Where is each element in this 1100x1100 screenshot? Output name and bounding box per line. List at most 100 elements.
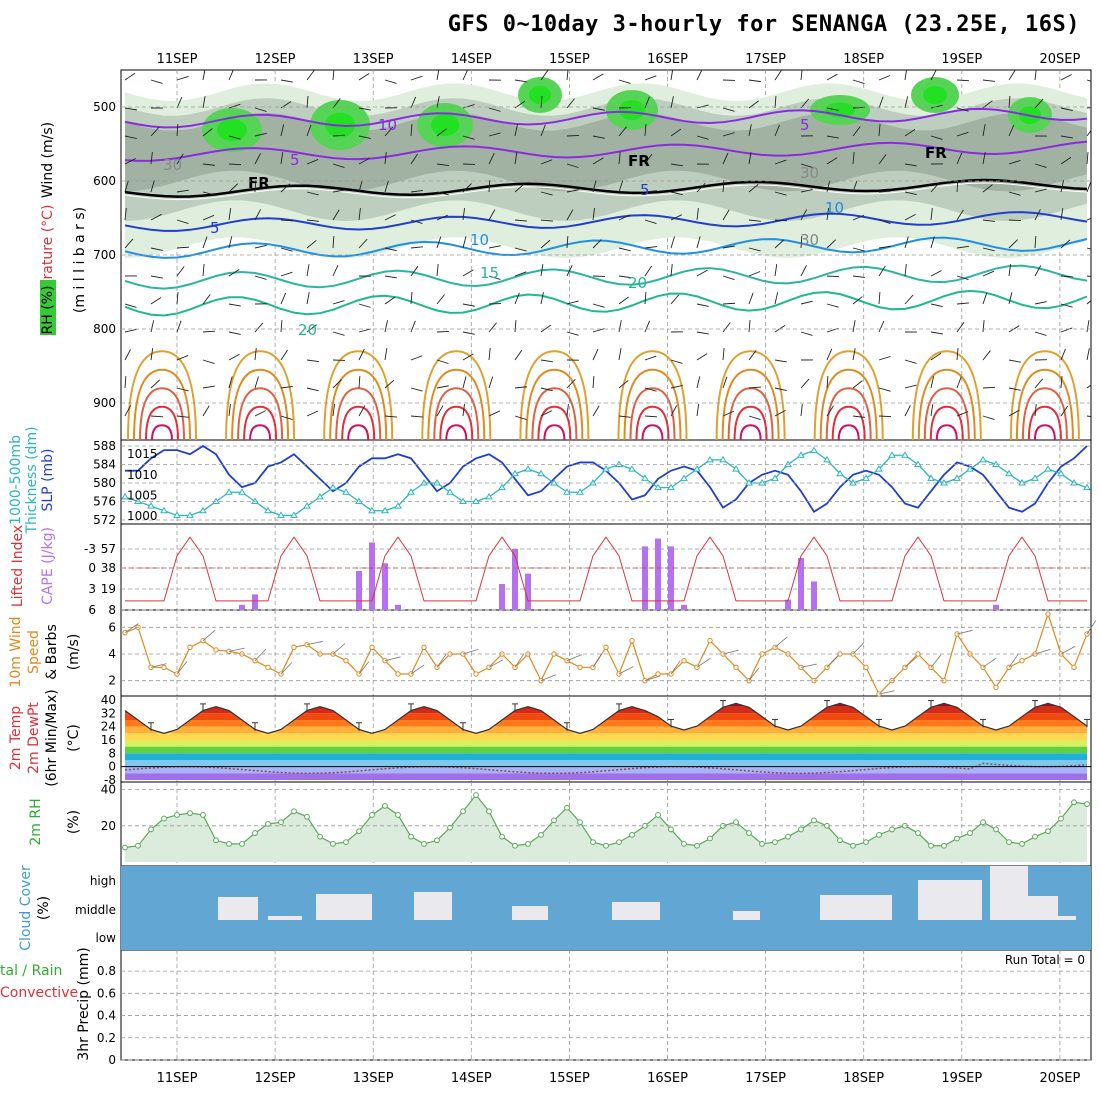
thickness-marker — [147, 502, 155, 509]
wind-barb — [150, 348, 154, 361]
wind-barb — [1060, 348, 1066, 361]
wind-barb — [982, 320, 985, 333]
cape-bar — [239, 604, 245, 610]
date-label-bottom: 13SEP — [353, 1071, 394, 1086]
thickness-marker — [1057, 469, 1065, 477]
wind-barb — [1034, 404, 1037, 417]
wind-barb — [176, 76, 189, 81]
temp-loop — [341, 405, 376, 440]
wind-barb — [150, 152, 153, 165]
wind-speed-marker — [343, 657, 349, 664]
wind-barb — [1086, 180, 1091, 193]
panel-frame — [120, 609, 1092, 697]
rh-marker — [993, 826, 999, 833]
wind-barb — [852, 247, 865, 252]
rh-marker — [1045, 828, 1051, 835]
temp-loop — [819, 368, 878, 440]
cape-bar — [655, 538, 661, 610]
rh-marker — [343, 839, 349, 845]
wind-barb — [228, 135, 241, 140]
wind-barb — [800, 209, 808, 221]
wind-barb — [774, 359, 787, 363]
temp-loop — [1015, 368, 1074, 440]
wind-barb — [488, 209, 496, 221]
wind-barb — [228, 103, 241, 109]
wind-barb — [748, 100, 759, 109]
wind-barb — [462, 208, 465, 221]
li-line — [125, 536, 1087, 602]
wind-barb — [540, 324, 552, 333]
thickness-tick: 580 — [93, 476, 116, 490]
rh-marker — [538, 831, 544, 838]
wind-barb — [930, 376, 935, 389]
wind-barb — [124, 208, 127, 221]
wind-barb — [670, 191, 683, 196]
pressure-tick: 500 — [93, 100, 116, 114]
wind-barb — [280, 79, 293, 83]
thickness-marker — [550, 479, 558, 486]
thickness-marker — [602, 465, 610, 472]
wind-barb — [202, 294, 211, 305]
thickness-marker — [342, 488, 350, 495]
wind-barb — [644, 153, 653, 165]
rh-marker — [837, 837, 843, 844]
wind-barb — [124, 180, 129, 193]
li-tick: 6 — [88, 603, 96, 617]
thickness-marker — [706, 455, 714, 463]
wind-barb — [1034, 163, 1047, 168]
wind-barb — [540, 410, 552, 417]
cloud-level-tick: high — [90, 874, 116, 888]
wind-barb — [228, 163, 242, 166]
thickness-marker — [1083, 483, 1091, 491]
wind-barb — [1086, 320, 1090, 333]
surface-wind-barb — [618, 666, 634, 675]
cape-bar — [993, 604, 999, 610]
wind-barb — [358, 349, 365, 361]
thickness-marker — [277, 511, 285, 518]
precip-axis-labels: tal / Rain Convective 3hr Precip (mm) Ru… — [0, 947, 1085, 1060]
surface-wind-barb — [644, 675, 661, 682]
date-label-bottom: 20SEP — [1039, 1071, 1080, 1086]
wind-barb — [254, 179, 257, 193]
thickness-marker — [316, 492, 324, 500]
wind-barb — [436, 128, 447, 137]
wind-barb — [332, 300, 345, 305]
wind-barb — [124, 107, 137, 111]
rh-marker — [291, 808, 297, 815]
wind-barb — [124, 328, 137, 333]
wind-barb — [332, 404, 335, 417]
wind-barb — [540, 359, 553, 363]
temp-loop — [531, 387, 578, 440]
rh-marker — [447, 824, 453, 831]
wind-barb — [982, 184, 993, 193]
thickness-marker — [771, 474, 779, 481]
wind-barb — [410, 219, 423, 224]
wind-barb — [1008, 191, 1021, 196]
wind-tick: 4 — [108, 647, 116, 661]
wind-barb — [1086, 384, 1091, 389]
wind-barb — [514, 219, 527, 222]
temp-loop — [335, 387, 382, 440]
wind-barb — [202, 163, 215, 166]
temp-loop — [421, 350, 492, 440]
wind-barb — [1086, 129, 1091, 137]
wind-barb — [150, 320, 155, 333]
thickness-marker — [524, 465, 532, 472]
wind-barb — [800, 331, 813, 336]
precip-label-c: 3hr Precip (mm) — [76, 947, 92, 1060]
wind-speed-marker — [1071, 664, 1077, 671]
wind-barb — [956, 107, 969, 112]
wind-barb — [410, 153, 418, 165]
thickness-marker — [537, 469, 545, 477]
rh-marker — [772, 839, 778, 845]
wind-barb — [696, 208, 699, 221]
precip-tick: 0.6 — [97, 986, 116, 1000]
wind-barb — [1060, 74, 1072, 81]
cape-bar — [681, 604, 687, 610]
wind-barb — [956, 245, 969, 249]
contour-label: FR — [925, 144, 947, 162]
surface-wind-barb — [176, 661, 188, 675]
wind-barb — [748, 247, 761, 252]
wind-barb — [878, 219, 891, 224]
wind-barb — [540, 239, 551, 249]
